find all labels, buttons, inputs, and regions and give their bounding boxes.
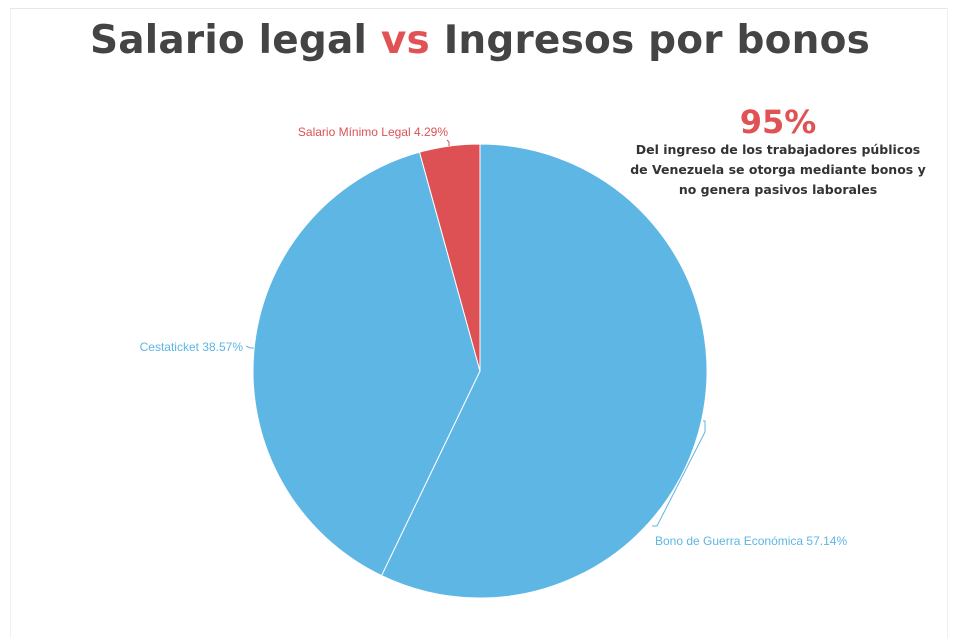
- leader-line-3: [446, 139, 450, 146]
- chart-title: Salario legal vs Ingresos por bonos: [0, 18, 960, 63]
- leader-line-1: [652, 420, 706, 527]
- pie-slice-1[interactable]: [380, 143, 708, 599]
- leader-line-2: [245, 345, 254, 349]
- slice-label-2: Cestaticket 38.57%: [140, 340, 244, 354]
- pie-slice-2[interactable]: [252, 151, 481, 577]
- pie-slice-3[interactable]: [418, 143, 481, 372]
- chart-frame: [10, 8, 948, 638]
- slice-label-1: Bono de Guerra Económica 57.14%: [655, 534, 847, 548]
- title-part-2: Ingresos por bonos: [429, 18, 870, 63]
- title-part-1: Salario legal: [90, 18, 381, 63]
- title-vs: vs: [380, 18, 430, 63]
- callout-value: 95%: [739, 103, 817, 141]
- slice-label-3: Salario Mínimo Legal 4.29%: [298, 125, 448, 139]
- callout-text: Del ingreso de los trabajadores públicos…: [630, 142, 926, 197]
- callout: 95% Del ingreso de los trabajadores públ…: [628, 104, 928, 200]
